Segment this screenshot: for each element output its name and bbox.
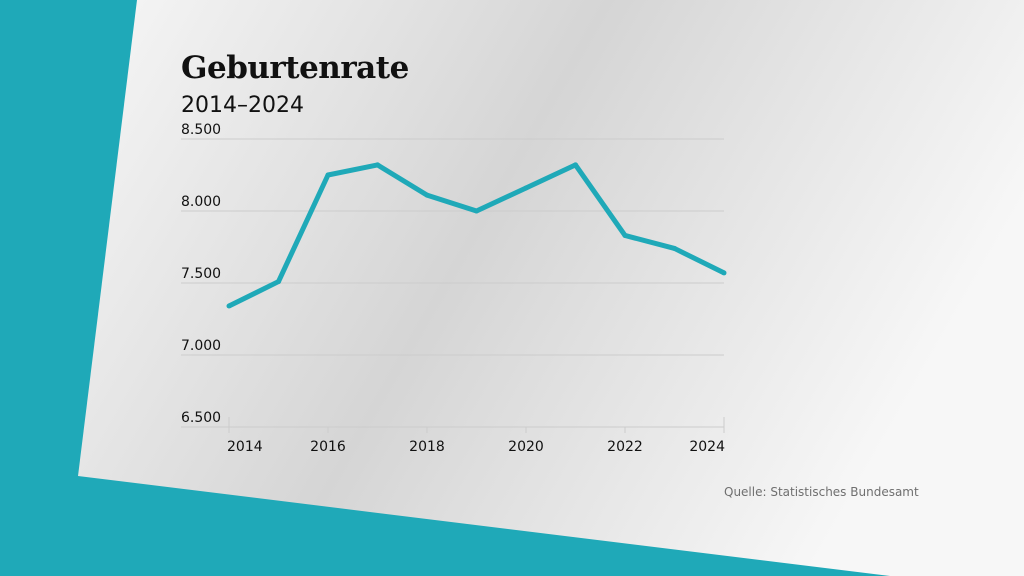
data-point xyxy=(622,232,628,238)
chart-subtitle: 2014–2024 xyxy=(181,93,304,118)
data-point xyxy=(325,172,331,178)
data-point xyxy=(276,279,281,285)
data-point xyxy=(474,208,479,214)
source-note: Quelle: Statistisches Bundesamt xyxy=(724,485,919,499)
chart-title: Geburtenrate xyxy=(181,50,409,86)
tick-labels: 6.500 7.000 7.500 8.000 8.500 2014 2016 2018 202… xyxy=(181,122,725,455)
plot-area xyxy=(226,162,727,309)
data-point xyxy=(721,270,727,276)
y-tick-label: 6.500 xyxy=(181,410,221,426)
y-tick-label: 8.000 xyxy=(181,194,221,210)
x-tick-label: 2014 xyxy=(227,439,263,455)
x-tick-label: 2020 xyxy=(508,439,544,455)
grid-lines xyxy=(181,138,724,428)
x-tick-label: 2022 xyxy=(607,439,643,455)
background-panel xyxy=(78,0,1024,576)
data-point xyxy=(226,303,232,309)
data-point xyxy=(523,185,529,191)
x-tick-label: 2024 xyxy=(689,439,725,455)
x-tick-label: 2018 xyxy=(409,439,445,455)
data-point xyxy=(672,245,677,251)
data-point xyxy=(573,162,578,168)
y-tick-label: 8.500 xyxy=(181,122,221,138)
y-tick-label: 7.000 xyxy=(181,338,221,354)
x-axis xyxy=(228,417,725,433)
y-tick-label: 7.500 xyxy=(181,266,221,282)
data-point xyxy=(375,162,380,168)
data-point xyxy=(424,192,430,198)
x-tick-label: 2016 xyxy=(310,439,346,455)
